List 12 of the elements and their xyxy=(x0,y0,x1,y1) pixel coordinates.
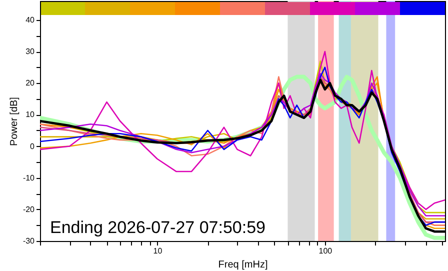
y-tick-label: -10 xyxy=(22,173,36,182)
y-axis-title: Power [dB] xyxy=(8,96,20,146)
x-tick-label: 100 xyxy=(318,246,333,256)
y-tick-label: -20 xyxy=(22,204,36,214)
y-tick-label: -30 xyxy=(22,236,36,246)
annotation: Ending 2026-07-27 07:50:59 xyxy=(50,218,266,237)
y-tick-label: 10 xyxy=(26,110,36,120)
y-tick-label: 0 xyxy=(30,142,36,151)
y-tick-label: 30 xyxy=(26,47,36,56)
y-tick-label: 40 xyxy=(26,15,36,24)
y-tick-label: 20 xyxy=(26,78,36,88)
x-axis-title: Freq [mHz] xyxy=(218,260,268,270)
